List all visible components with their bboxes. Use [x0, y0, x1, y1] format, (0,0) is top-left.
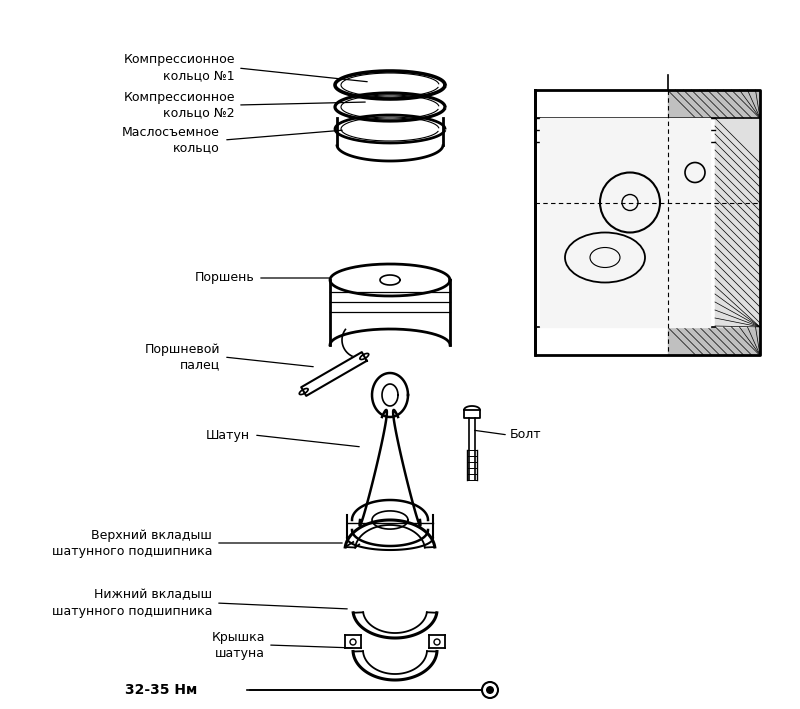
Polygon shape — [667, 327, 760, 355]
Polygon shape — [715, 118, 760, 327]
Polygon shape — [667, 90, 760, 118]
Text: Поршень: Поршень — [195, 272, 255, 284]
Circle shape — [486, 686, 494, 694]
Text: Компрессионное
кольцо №1: Компрессионное кольцо №1 — [123, 53, 235, 82]
Text: Компрессионное
кольцо №2: Компрессионное кольцо №2 — [123, 91, 235, 120]
Text: 32-35 Нм: 32-35 Нм — [125, 683, 198, 697]
Text: Маслосъемное
кольцо: Маслосъемное кольцо — [122, 125, 220, 155]
Text: Нижний вкладыш
шатунного подшипника: Нижний вкладыш шатунного подшипника — [51, 588, 212, 618]
Text: Болт: Болт — [510, 428, 542, 442]
Polygon shape — [464, 410, 480, 418]
Text: Крышка
шатуна: Крышка шатуна — [211, 630, 265, 659]
Polygon shape — [302, 352, 366, 396]
Polygon shape — [540, 118, 710, 327]
Text: Поршневой
палец: Поршневой палец — [145, 342, 220, 372]
Text: Верхний вкладыш
шатунного подшипника: Верхний вкладыш шатунного подшипника — [51, 528, 212, 557]
Circle shape — [482, 682, 498, 698]
Text: Шатун: Шатун — [206, 428, 250, 442]
